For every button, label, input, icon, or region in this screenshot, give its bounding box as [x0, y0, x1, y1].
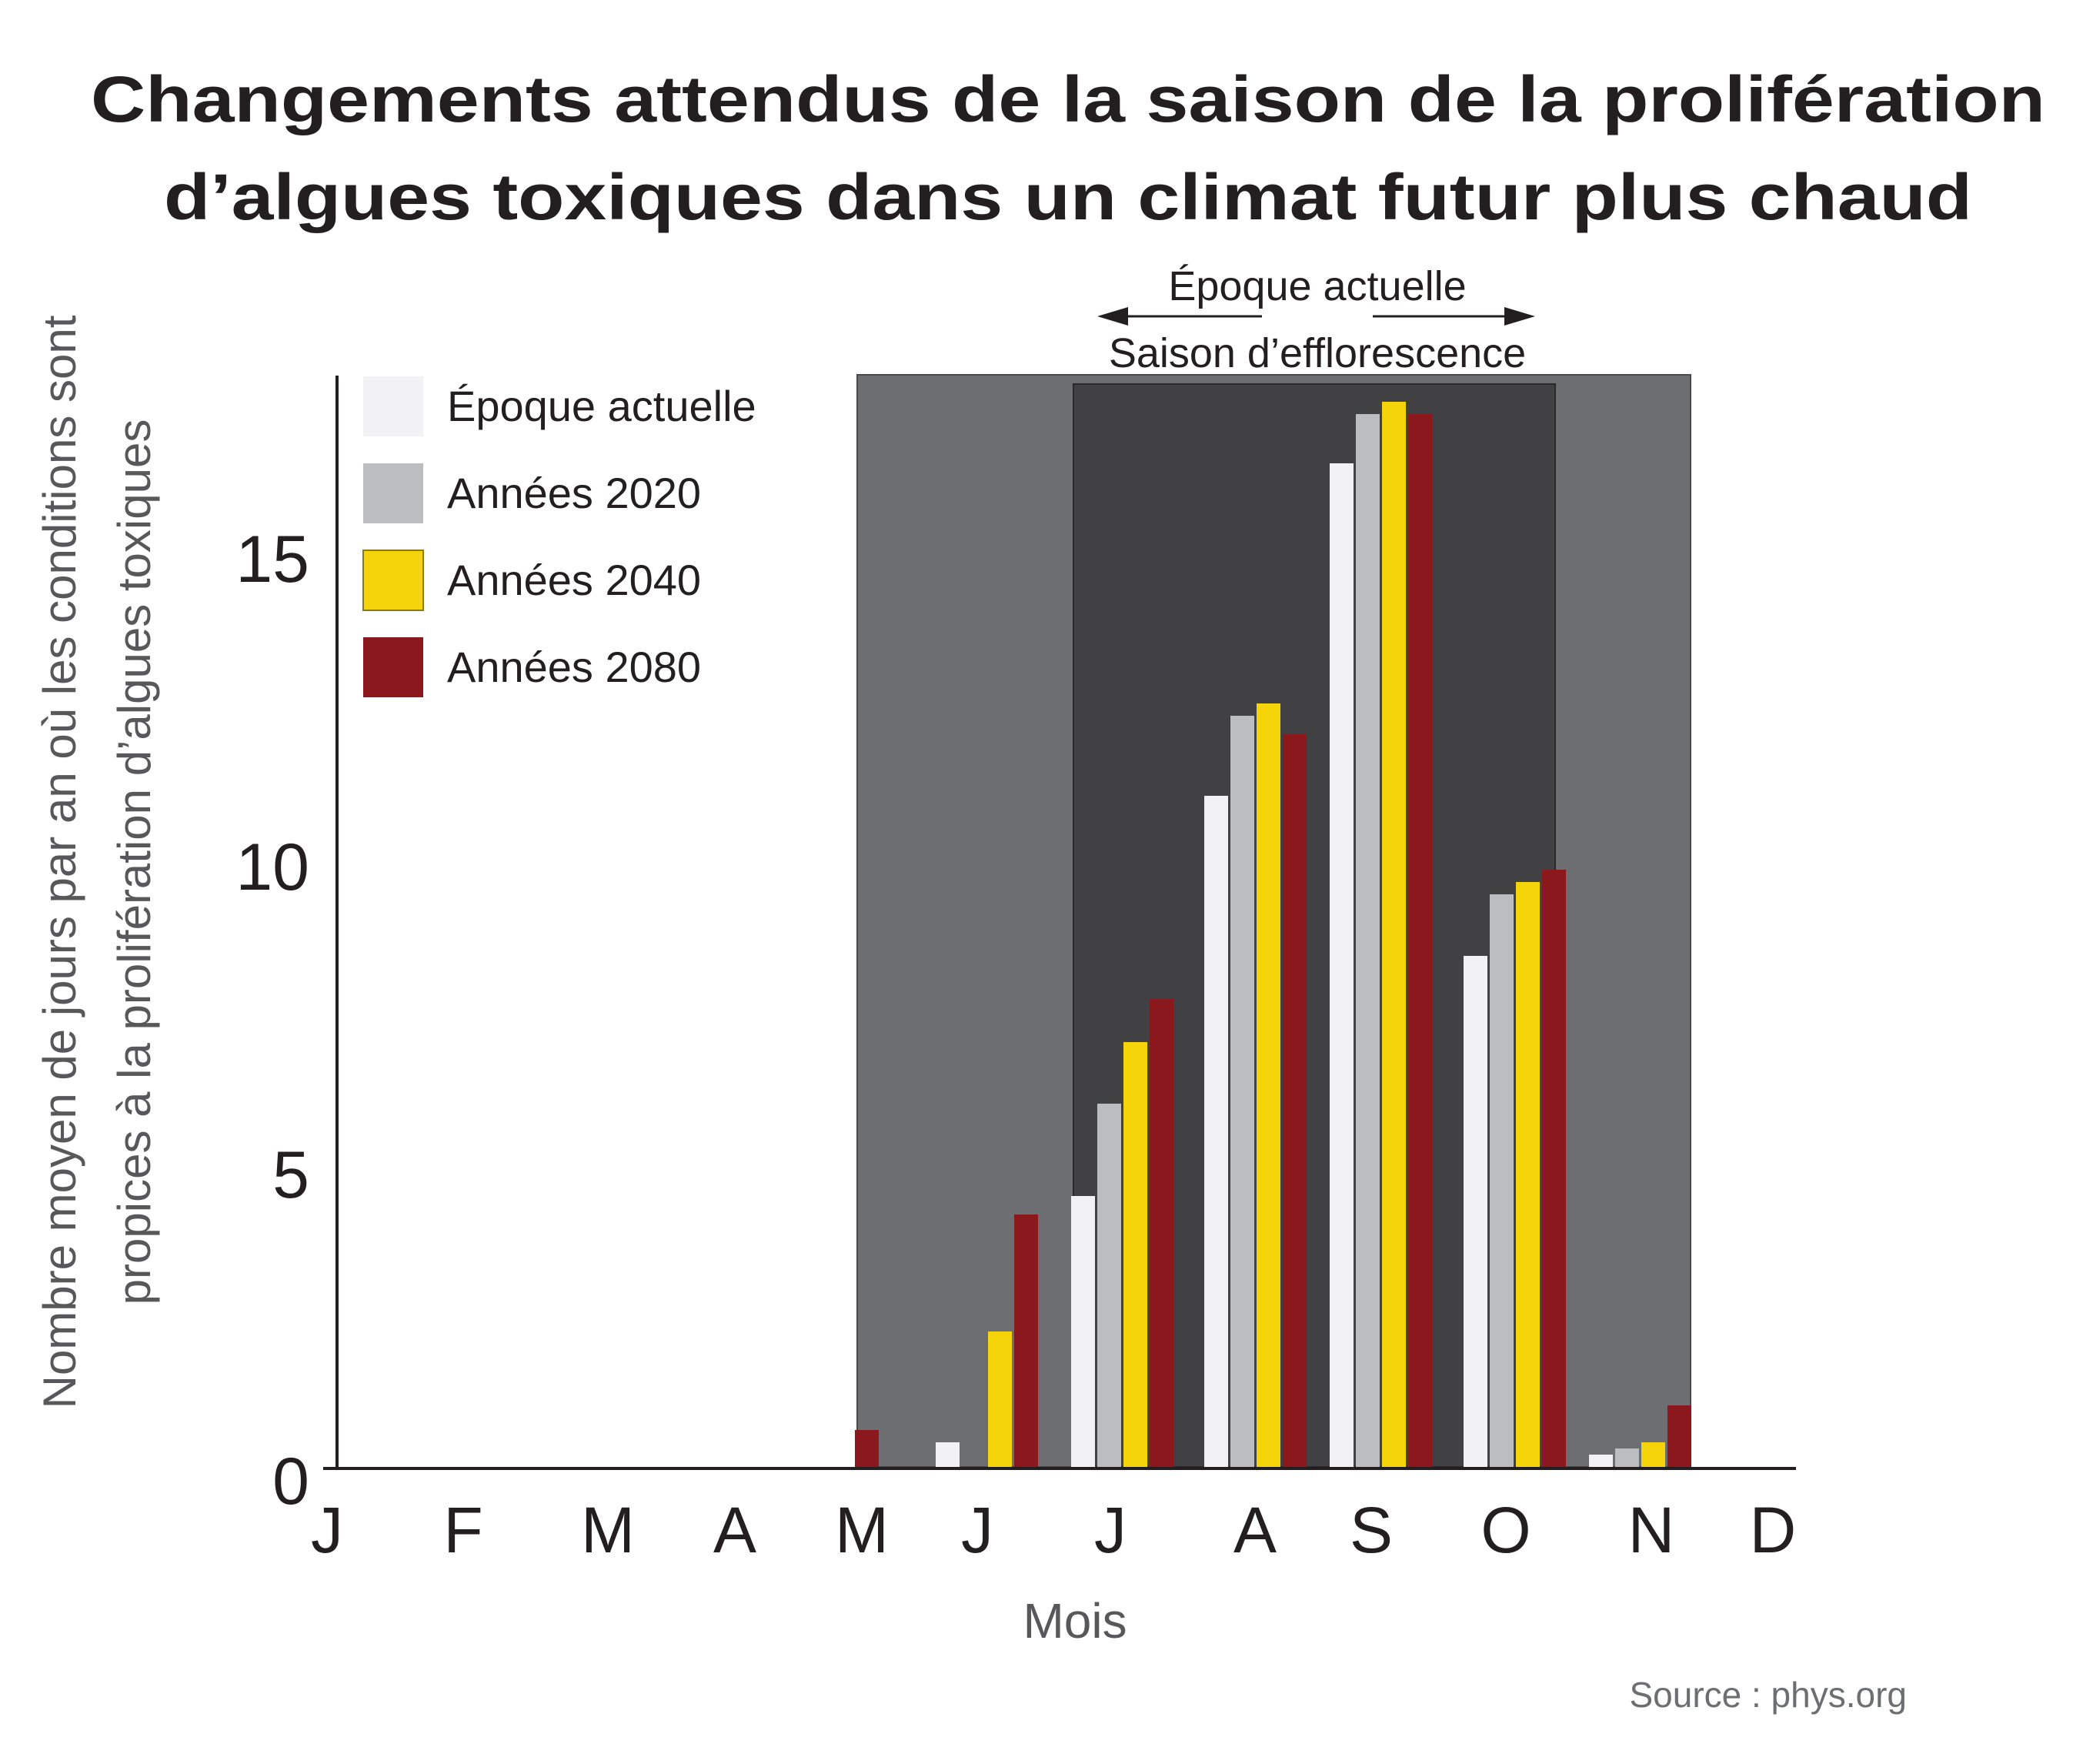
y-tick-labels: 0 5 10 15 [235, 523, 309, 1518]
bar [1542, 870, 1566, 1467]
y-tick-label: 15 [235, 523, 309, 596]
arrow-left-icon [1097, 307, 1128, 326]
bar [1408, 414, 1432, 1467]
x-tick-label: F [443, 1494, 482, 1566]
annotation-top: Époque actuelle [1168, 263, 1466, 309]
x-tick-label: J [961, 1494, 993, 1566]
bar [1330, 463, 1354, 1467]
bar [1283, 734, 1307, 1467]
legend-label: Époque actuelle [447, 382, 756, 430]
x-tick-label: M [835, 1494, 889, 1566]
x-tick-label: D [1750, 1494, 1797, 1566]
source-note: Source : phys.org [1629, 1675, 1907, 1715]
bar [1257, 703, 1280, 1467]
chart-title-line-1: Changements attendus de la saison de la … [91, 63, 2045, 135]
bar [1356, 414, 1380, 1467]
legend-swatch-2040 [362, 550, 424, 611]
bar [1464, 956, 1487, 1467]
legend-label: Années 2020 [447, 469, 701, 517]
legend: Époque actuelle Années 2020 Années 2040 … [362, 376, 756, 697]
y-tick-label: 5 [272, 1138, 309, 1212]
bar [1641, 1442, 1665, 1467]
bar [1516, 882, 1540, 1467]
arrow-right-icon [1504, 307, 1535, 326]
legend-swatch-2080 [363, 637, 423, 697]
annotation-bottom: Saison d’efflorescence [1109, 330, 1526, 376]
y-tick-label: 10 [235, 830, 309, 904]
y-axis-label-line-2: propices à la prolifération d’algues tox… [108, 419, 160, 1305]
x-axis-label: Mois [1023, 1593, 1127, 1649]
bar [1204, 796, 1228, 1467]
y-axis-label-line-1: Nombre moyen de jours par an où les cond… [34, 315, 85, 1408]
bar [1123, 1042, 1147, 1467]
bar [1097, 1104, 1121, 1467]
bars [855, 402, 1691, 1467]
x-tick-label: A [713, 1494, 756, 1566]
legend-swatch-current [363, 376, 423, 436]
chart-title-line-2: d’algues toxiques dans un climat futur p… [164, 161, 1972, 233]
legend-swatch-2020 [363, 463, 423, 523]
x-tick-label: O [1480, 1494, 1531, 1566]
legend-label: Années 2040 [447, 556, 701, 604]
x-tick-label: J [1094, 1494, 1127, 1566]
bar [1615, 1448, 1639, 1467]
x-tick-label: M [581, 1494, 635, 1566]
x-tick-label: A [1233, 1494, 1277, 1566]
bar [936, 1442, 960, 1467]
x-tick-label: N [1628, 1494, 1675, 1566]
x-tick-label: S [1350, 1494, 1393, 1566]
bar [1071, 1196, 1095, 1467]
bar [1382, 402, 1406, 1467]
bar [1230, 716, 1254, 1467]
legend-label: Années 2080 [447, 643, 701, 691]
y-tick-label: 0 [272, 1445, 309, 1518]
bar [1014, 1214, 1038, 1467]
bar [1667, 1405, 1691, 1467]
bar [1150, 999, 1173, 1467]
bar [1490, 894, 1514, 1467]
x-tick-label: J [311, 1494, 343, 1566]
season-annotation: Époque actuelle Saison d’efflorescence [1097, 263, 1535, 376]
bar [855, 1430, 879, 1467]
bar [988, 1331, 1012, 1467]
bar [1589, 1455, 1613, 1467]
